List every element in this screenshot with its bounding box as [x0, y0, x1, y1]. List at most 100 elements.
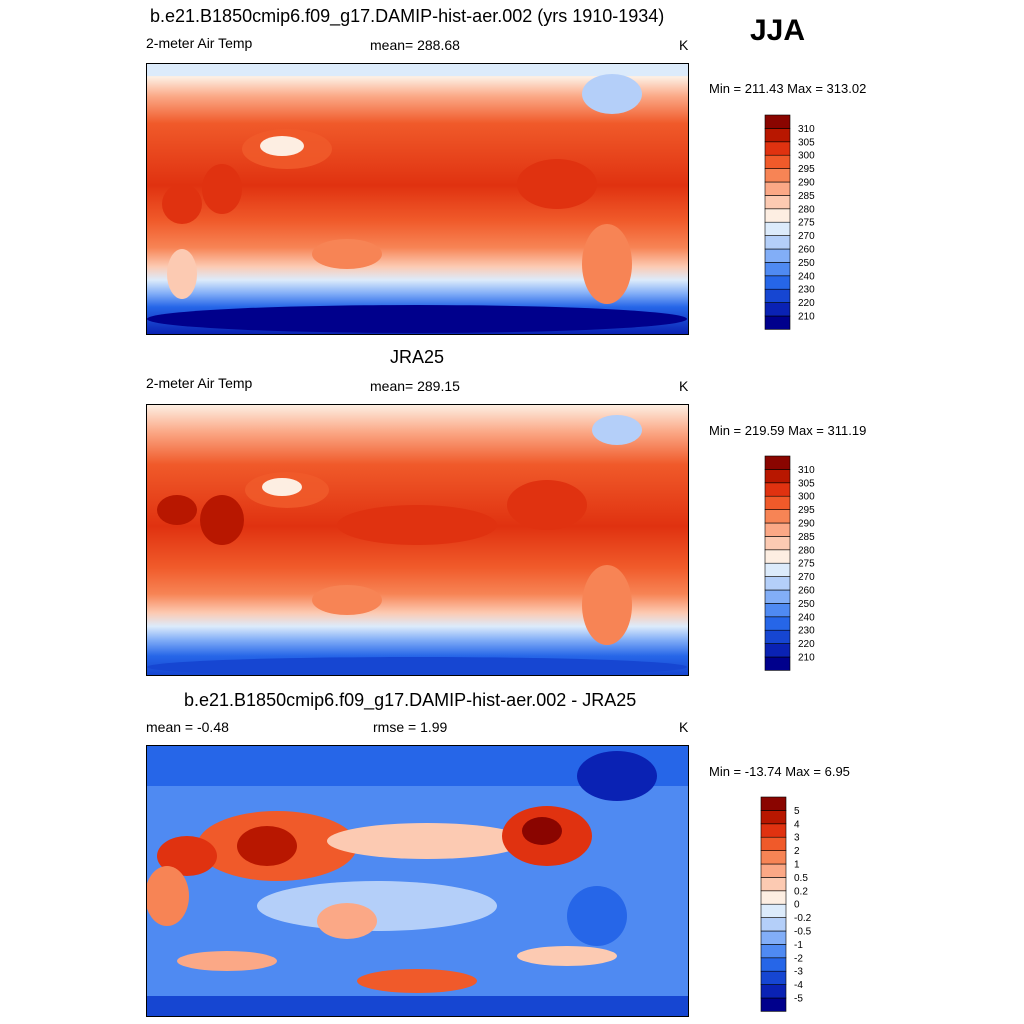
colorbar-tick-label: 300	[798, 492, 815, 503]
colorbar-swatch	[760, 944, 787, 959]
colorbar-tick-label: 1	[794, 860, 800, 871]
colorbar-tick-label: 220	[798, 298, 815, 309]
season-label: JJA	[750, 14, 806, 47]
colorbar-svg: -5 -4 -3 -2 -1 -0.5 -0.2 0 0.2 0.5 1 2 3 4 5	[760, 796, 812, 1012]
colorbar-swatch	[760, 984, 787, 999]
colorbar-tick-label: 270	[798, 231, 815, 242]
colorbar-tick-label: -3	[794, 967, 803, 978]
colorbar-swatch	[764, 629, 791, 644]
colorbar-swatch	[764, 141, 791, 156]
colorbar-swatch	[764, 181, 791, 196]
colorbar-swatch	[760, 823, 787, 838]
temperature-map	[146, 404, 689, 676]
panel-title: b.e21.B1850cmip6.f09_g17.DAMIP-hist-aer.…	[184, 690, 637, 710]
colorbar-swatch	[760, 903, 787, 918]
colorbar-tick-label: 4	[794, 819, 800, 830]
colorbar-tick-label: 305	[798, 478, 815, 489]
colorbar-tick-label: 295	[798, 164, 815, 175]
colorbar-swatch	[764, 509, 791, 524]
unit-label: K	[679, 719, 689, 735]
colorbar-swatch	[764, 154, 791, 169]
colorbar-svg: 210 220 230 240 250 260 270 275 280 285 290 295 300 3…	[764, 114, 815, 330]
colorbar-swatch	[764, 469, 791, 484]
colorbar-tick-label: 230	[798, 285, 815, 296]
colorbar-tick-label: 230	[798, 626, 815, 637]
colorbar-swatch	[764, 168, 791, 183]
colorbar-svg: 210 220 230 240 250 260 270 275 280 285 290 295 300 3…	[764, 455, 815, 671]
colorbar-tick-label: -2	[794, 953, 803, 964]
mean-label: mean= 289.15	[370, 378, 460, 394]
panel-title: b.e21.B1850cmip6.f09_g17.DAMIP-hist-aer.…	[150, 6, 665, 26]
min-max-label: Min = 211.43 Max = 313.02	[709, 81, 867, 96]
colorbar-tick-label: 285	[798, 191, 815, 202]
colorbar-swatch	[760, 796, 787, 811]
colorbar-tick-label: 0	[794, 900, 800, 911]
colorbar-tick-label: 285	[798, 532, 815, 543]
colorbar-swatch	[764, 302, 791, 317]
colorbar-tick-label: 250	[798, 599, 815, 610]
colorbar-tick-label: 300	[798, 151, 815, 162]
colorbar-swatch	[760, 957, 787, 972]
mean-label: mean = -0.48	[146, 719, 229, 735]
colorbar-swatch	[764, 221, 791, 236]
colorbar-swatch	[764, 589, 791, 604]
colorbar: 210 220 230 240 250 260 270 275 280 285 290 295 300 3…	[764, 114, 835, 336]
colorbar-swatch	[764, 656, 791, 671]
colorbar-swatch	[764, 262, 791, 277]
colorbar-swatch	[764, 455, 791, 470]
colorbar-tick-label: 275	[798, 218, 815, 229]
colorbar-tick-label: 290	[798, 178, 815, 189]
colorbar-tick-label: 0.2	[794, 886, 808, 897]
colorbar-swatch	[764, 495, 791, 510]
colorbar-swatch	[764, 643, 791, 658]
colorbar-swatch	[764, 288, 791, 303]
colorbar-swatch	[764, 315, 791, 330]
colorbar-swatch	[760, 850, 787, 865]
colorbar: 210 220 230 240 250 260 270 275 280 285 290 295 300 3…	[764, 455, 835, 677]
colorbar-tick-label: 260	[798, 586, 815, 597]
colorbar-swatch	[760, 863, 787, 878]
colorbar-tick-label: 295	[798, 505, 815, 516]
colorbar-swatch	[760, 810, 787, 825]
colorbar-tick-label: 275	[798, 559, 815, 570]
colorbar-swatch	[764, 195, 791, 210]
temperature-map	[146, 63, 689, 335]
mean-label: mean= 288.68	[370, 37, 460, 53]
colorbar-tick-label: 280	[798, 545, 815, 556]
colorbar-tick-label: 310	[798, 124, 815, 135]
colorbar-swatch	[764, 549, 791, 564]
colorbar-tick-label: 0.5	[794, 873, 808, 884]
variable-label: 2-meter Air Temp	[146, 375, 253, 391]
colorbar-tick-label: -0.5	[794, 927, 812, 938]
colorbar-tick-label: 2	[794, 846, 800, 857]
colorbar-swatch	[764, 275, 791, 290]
colorbar-tick-label: 290	[798, 519, 815, 530]
colorbar-tick-label: -1	[794, 940, 803, 951]
colorbar-tick-label: 210	[798, 312, 815, 323]
rmse-label: rmse = 1.99	[373, 719, 448, 735]
colorbar-tick-label: -5	[794, 994, 803, 1005]
colorbar-tick-label: 305	[798, 137, 815, 148]
difference-map	[146, 745, 689, 1017]
colorbar-tick-label: 220	[798, 639, 815, 650]
colorbar-swatch	[760, 836, 787, 851]
colorbar-tick-label: 280	[798, 204, 815, 215]
colorbar-swatch	[760, 877, 787, 892]
colorbar-swatch	[764, 482, 791, 497]
colorbar-swatch	[764, 576, 791, 591]
min-max-label: Min = -13.74 Max = 6.95	[709, 764, 850, 779]
colorbar-swatch	[764, 522, 791, 537]
colorbar-swatch	[764, 114, 791, 129]
colorbar-swatch	[760, 970, 787, 985]
colorbar-tick-label: 310	[798, 465, 815, 476]
colorbar-swatch	[764, 616, 791, 631]
colorbar-swatch	[764, 536, 791, 551]
colorbar-tick-label: 250	[798, 258, 815, 269]
colorbar-tick-label: 210	[798, 653, 815, 664]
colorbar-swatch	[760, 997, 787, 1012]
colorbar: -5 -4 -3 -2 -1 -0.5 -0.2 0 0.2 0.5 1 2 3 4 5	[760, 796, 831, 1018]
unit-label: K	[679, 37, 689, 53]
colorbar-swatch	[764, 128, 791, 143]
colorbar-tick-label: 5	[794, 806, 800, 817]
colorbar-tick-label: 270	[798, 572, 815, 583]
